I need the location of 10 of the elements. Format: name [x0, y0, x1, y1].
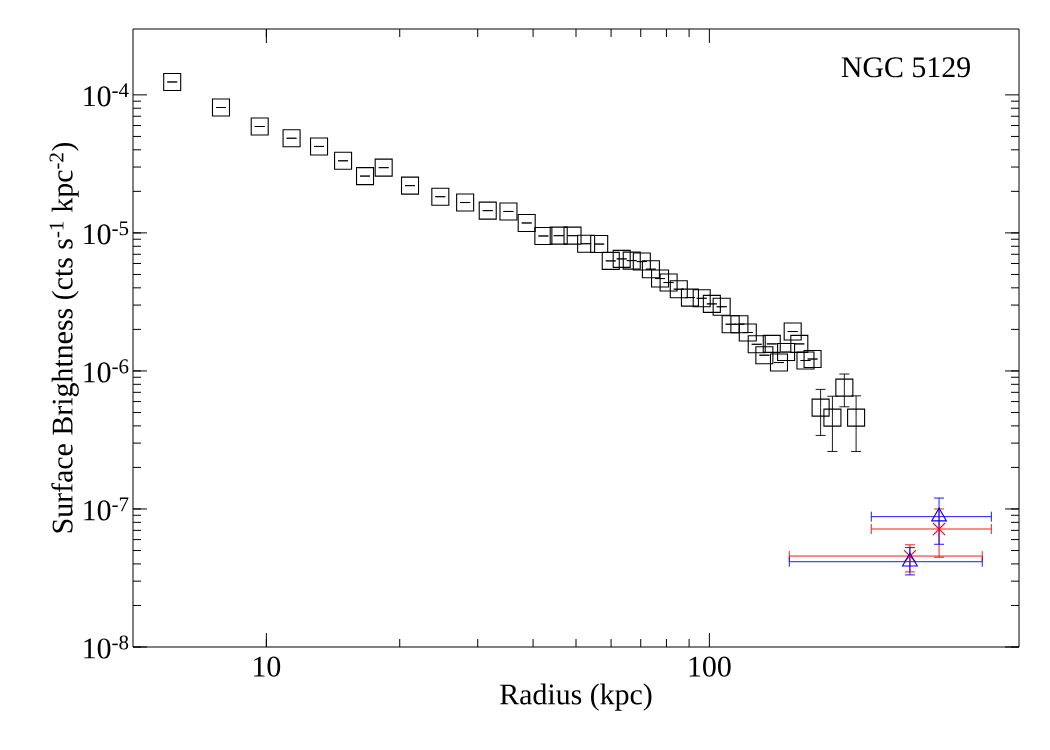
y-axis-title: Surface Brightness (cts s$^{-1}$ kpc$^{-2}$) [49, 142, 79, 533]
y-tick-label: 10$^{-4}$ [84, 83, 129, 107]
annotation: NGC 5129 [841, 57, 970, 78]
y-tick-label: 10$^{-8}$ [84, 635, 129, 659]
y-tick-label: 10$^{-6}$ [84, 359, 129, 383]
y-tick-label: 10$^{-7}$ [84, 497, 129, 521]
x-tick-label: 10 [254, 656, 281, 677]
x-tick-label: 100 [689, 656, 731, 677]
x-axis-title: Radius (kpc) [500, 683, 652, 711]
y-tick-label: 10$^{-5}$ [84, 221, 129, 245]
